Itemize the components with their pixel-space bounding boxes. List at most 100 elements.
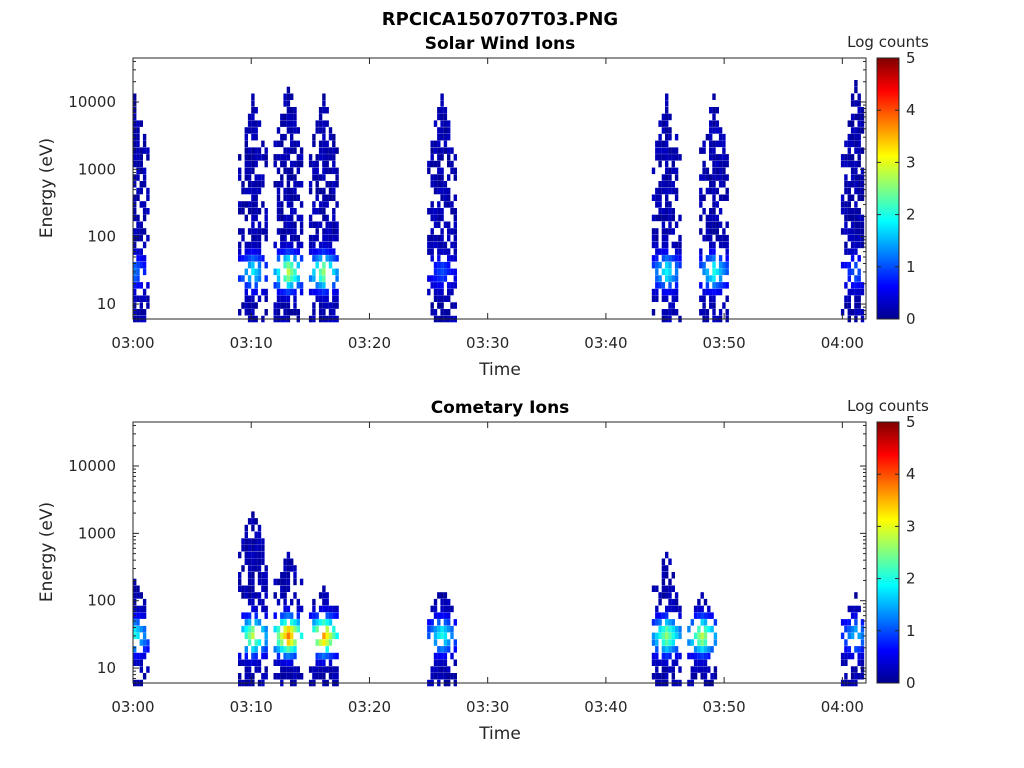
heatmap-cell <box>447 639 451 646</box>
heatmap-cell <box>283 598 287 606</box>
heatmap-cell <box>443 605 448 613</box>
heatmap-cell <box>674 154 679 161</box>
heatmap-cell <box>847 201 851 208</box>
heatmap-cell <box>280 120 284 127</box>
heatmap-cell <box>661 140 666 148</box>
heatmap-cell <box>273 160 277 168</box>
heatmap-cell <box>427 234 431 242</box>
heatmap-cell <box>699 214 703 222</box>
heatmap-cell <box>665 592 669 599</box>
heatmap-cell <box>844 187 848 195</box>
heatmap-cell <box>247 598 252 606</box>
heatmap-cell <box>261 255 265 262</box>
heatmap-cell <box>276 282 281 289</box>
heatmap-cell <box>283 619 287 626</box>
heatmap-cell <box>146 302 150 309</box>
heatmap-cell <box>430 228 434 235</box>
heatmap-cell <box>133 659 137 666</box>
heatmap-cell <box>430 234 434 242</box>
heatmap-cell <box>850 174 855 181</box>
heatmap-cell <box>433 214 438 222</box>
heatmap-cell <box>671 208 675 215</box>
heatmap-cell <box>328 605 333 613</box>
heatmap-cell <box>687 625 691 633</box>
heatmap-cell <box>437 646 441 653</box>
heatmap-cell <box>328 181 333 188</box>
heatmap-cell <box>276 295 281 302</box>
heatmap-cell <box>251 605 255 613</box>
heatmap-cell <box>139 221 143 228</box>
heatmap-cell <box>674 147 679 154</box>
heatmap-cell <box>244 248 248 255</box>
heatmap-cell <box>427 632 431 640</box>
heatmap-cell <box>286 639 291 646</box>
heatmap-cell <box>847 147 851 154</box>
heatmap-cell <box>440 309 444 316</box>
heatmap-cell <box>850 282 855 289</box>
heatmap-cell <box>251 120 255 127</box>
heatmap-cell <box>668 268 672 276</box>
heatmap-cell <box>453 255 457 262</box>
heatmap-cell <box>244 558 248 565</box>
heatmap-cell <box>315 221 319 228</box>
heatmap-cell <box>142 228 147 235</box>
heatmap-cell <box>687 652 691 660</box>
heatmap-cell <box>312 268 316 276</box>
heatmap-cell <box>293 652 297 660</box>
heatmap-cell <box>700 646 704 653</box>
heatmap-cell <box>322 147 326 154</box>
heatmap-cell <box>847 605 851 613</box>
heatmap-cell <box>651 234 656 242</box>
heatmap-cell <box>661 221 666 228</box>
heatmap-cell <box>854 221 858 228</box>
heatmap-cell <box>325 234 329 242</box>
heatmap-cell <box>678 625 682 633</box>
heatmap-cell <box>293 295 297 302</box>
heatmap-cell <box>142 612 147 619</box>
heatmap-cell <box>453 619 457 626</box>
heatmap-cell <box>296 612 300 619</box>
heatmap-cell <box>725 255 729 262</box>
heatmap-cell <box>725 174 729 181</box>
heatmap-cell <box>840 659 845 666</box>
heatmap-cell <box>133 208 137 215</box>
heatmap-cell <box>718 255 723 262</box>
heatmap-cell <box>139 592 143 599</box>
heatmap-cell <box>244 592 248 599</box>
heatmap-cell <box>276 598 281 606</box>
heatmap-cell <box>332 268 336 276</box>
heatmap-cell <box>325 228 329 235</box>
heatmap-cell <box>668 127 672 134</box>
heatmap-cell <box>283 592 287 599</box>
heatmap-cell <box>437 167 441 175</box>
heatmap-cell <box>674 255 679 262</box>
heatmap-cell <box>247 282 252 289</box>
heatmap-cell <box>276 309 281 316</box>
heatmap-cell <box>437 302 441 309</box>
heatmap-cell <box>712 107 716 114</box>
heatmap-cell <box>447 673 451 680</box>
heatmap-cell <box>690 666 694 673</box>
heatmap-cell <box>247 545 252 552</box>
figure-title: RPCICA150707T03.PNG <box>382 9 618 30</box>
heatmap-cell <box>665 572 669 579</box>
heatmap-cell <box>312 160 316 168</box>
heatmap-cell <box>280 585 284 592</box>
heatmap-cell <box>322 605 326 613</box>
heatmap-cell <box>661 639 666 646</box>
heatmap-cell <box>283 187 287 195</box>
heatmap-cell <box>293 120 297 127</box>
heatmap-cell <box>264 585 268 592</box>
heatmap-cell <box>854 605 858 613</box>
heatmap-cell <box>315 255 319 262</box>
heatmap-cell <box>671 187 675 195</box>
heatmap-cell <box>290 127 294 134</box>
heatmap-cell <box>860 673 865 680</box>
heatmap-cell <box>709 154 713 161</box>
heatmap-cell <box>133 241 137 249</box>
heatmap-cell <box>299 160 304 168</box>
heatmap-cell <box>430 625 434 633</box>
heatmap-cell <box>325 167 329 175</box>
heatmap-cell <box>725 154 729 161</box>
heatmap-cell <box>251 578 255 586</box>
